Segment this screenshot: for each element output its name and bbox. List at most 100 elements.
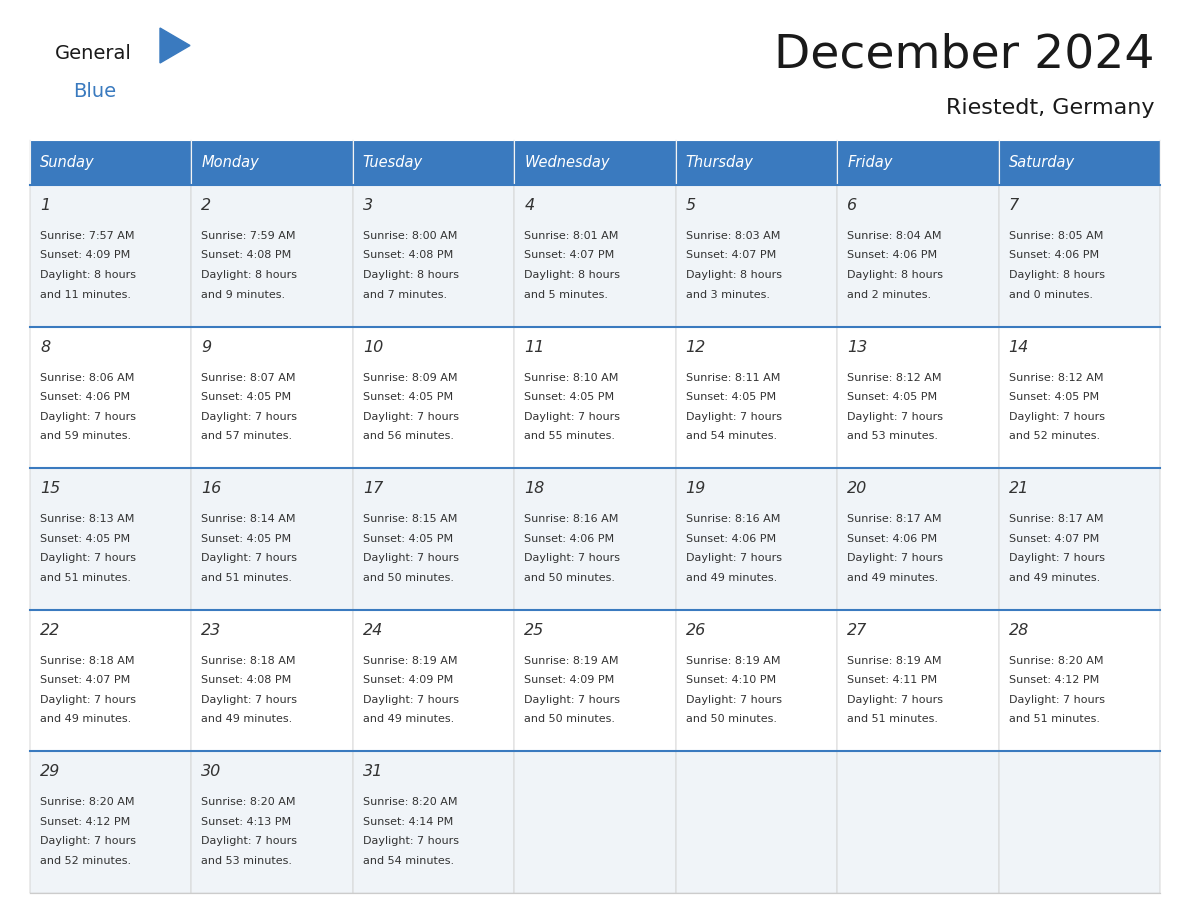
Text: Sunset: 4:05 PM: Sunset: 4:05 PM — [202, 533, 291, 543]
Text: 6: 6 — [847, 198, 858, 213]
Text: Daylight: 7 hours: Daylight: 7 hours — [685, 695, 782, 705]
Text: Sunrise: 7:59 AM: Sunrise: 7:59 AM — [202, 231, 296, 241]
FancyBboxPatch shape — [999, 327, 1159, 468]
FancyBboxPatch shape — [999, 610, 1159, 752]
Text: Daylight: 7 hours: Daylight: 7 hours — [685, 411, 782, 421]
Polygon shape — [160, 28, 190, 63]
Text: 26: 26 — [685, 622, 706, 638]
Text: Sunrise: 8:00 AM: Sunrise: 8:00 AM — [362, 231, 457, 241]
Text: Sunrise: 7:57 AM: Sunrise: 7:57 AM — [40, 231, 134, 241]
Text: and 11 minutes.: and 11 minutes. — [40, 289, 131, 299]
FancyBboxPatch shape — [838, 752, 999, 893]
Text: and 51 minutes.: and 51 minutes. — [40, 573, 131, 583]
Text: and 50 minutes.: and 50 minutes. — [685, 714, 777, 724]
FancyBboxPatch shape — [353, 185, 514, 327]
Text: 5: 5 — [685, 198, 696, 213]
Text: Sunset: 4:07 PM: Sunset: 4:07 PM — [685, 251, 776, 261]
Text: Daylight: 7 hours: Daylight: 7 hours — [524, 695, 620, 705]
Text: Sunrise: 8:04 AM: Sunrise: 8:04 AM — [847, 231, 942, 241]
FancyBboxPatch shape — [30, 610, 191, 752]
Text: 19: 19 — [685, 481, 706, 497]
Text: Sunset: 4:12 PM: Sunset: 4:12 PM — [40, 817, 131, 827]
Text: and 50 minutes.: and 50 minutes. — [362, 573, 454, 583]
Text: Friday: Friday — [847, 155, 892, 170]
FancyBboxPatch shape — [676, 327, 838, 468]
Text: Daylight: 7 hours: Daylight: 7 hours — [202, 695, 297, 705]
FancyBboxPatch shape — [353, 140, 514, 185]
Text: Tuesday: Tuesday — [362, 155, 423, 170]
Text: 27: 27 — [847, 622, 867, 638]
Text: Sunrise: 8:14 AM: Sunrise: 8:14 AM — [202, 514, 296, 524]
Text: Sunset: 4:05 PM: Sunset: 4:05 PM — [685, 392, 776, 402]
FancyBboxPatch shape — [676, 610, 838, 752]
Text: Daylight: 7 hours: Daylight: 7 hours — [362, 554, 459, 564]
Text: Daylight: 7 hours: Daylight: 7 hours — [1009, 554, 1105, 564]
Text: and 57 minutes.: and 57 minutes. — [202, 431, 292, 442]
Text: 31: 31 — [362, 765, 383, 779]
Text: Sunset: 4:05 PM: Sunset: 4:05 PM — [202, 392, 291, 402]
Text: 15: 15 — [40, 481, 61, 497]
FancyBboxPatch shape — [514, 752, 676, 893]
Text: Sunrise: 8:13 AM: Sunrise: 8:13 AM — [40, 514, 134, 524]
Text: 25: 25 — [524, 622, 544, 638]
FancyBboxPatch shape — [191, 185, 353, 327]
Text: Sunrise: 8:12 AM: Sunrise: 8:12 AM — [1009, 373, 1104, 383]
Text: Thursday: Thursday — [685, 155, 753, 170]
Text: 7: 7 — [1009, 198, 1018, 213]
FancyBboxPatch shape — [514, 468, 676, 610]
Text: Sunrise: 8:15 AM: Sunrise: 8:15 AM — [362, 514, 457, 524]
FancyBboxPatch shape — [30, 140, 191, 185]
FancyBboxPatch shape — [838, 327, 999, 468]
Text: 1: 1 — [40, 198, 50, 213]
Text: Daylight: 7 hours: Daylight: 7 hours — [524, 411, 620, 421]
Text: Sunset: 4:09 PM: Sunset: 4:09 PM — [362, 676, 453, 686]
Text: Daylight: 7 hours: Daylight: 7 hours — [1009, 411, 1105, 421]
Text: and 0 minutes.: and 0 minutes. — [1009, 289, 1093, 299]
Text: Sunrise: 8:18 AM: Sunrise: 8:18 AM — [202, 655, 296, 666]
Text: Sunday: Sunday — [40, 155, 95, 170]
Text: 4: 4 — [524, 198, 535, 213]
FancyBboxPatch shape — [838, 140, 999, 185]
Text: Sunset: 4:06 PM: Sunset: 4:06 PM — [1009, 251, 1099, 261]
Text: Sunrise: 8:19 AM: Sunrise: 8:19 AM — [847, 655, 942, 666]
Text: 2: 2 — [202, 198, 211, 213]
Text: Sunset: 4:06 PM: Sunset: 4:06 PM — [40, 392, 131, 402]
Text: Daylight: 7 hours: Daylight: 7 hours — [362, 411, 459, 421]
Text: Sunrise: 8:20 AM: Sunrise: 8:20 AM — [40, 798, 134, 808]
Text: and 55 minutes.: and 55 minutes. — [524, 431, 615, 442]
Text: 22: 22 — [40, 622, 61, 638]
Text: Sunrise: 8:17 AM: Sunrise: 8:17 AM — [1009, 514, 1104, 524]
FancyBboxPatch shape — [353, 327, 514, 468]
Text: Sunrise: 8:19 AM: Sunrise: 8:19 AM — [362, 655, 457, 666]
Text: and 54 minutes.: and 54 minutes. — [685, 431, 777, 442]
FancyBboxPatch shape — [30, 327, 191, 468]
Text: Daylight: 7 hours: Daylight: 7 hours — [847, 695, 943, 705]
FancyBboxPatch shape — [838, 468, 999, 610]
Text: Daylight: 7 hours: Daylight: 7 hours — [202, 554, 297, 564]
Text: 9: 9 — [202, 340, 211, 354]
Text: and 51 minutes.: and 51 minutes. — [847, 714, 939, 724]
Text: Daylight: 7 hours: Daylight: 7 hours — [524, 554, 620, 564]
Text: and 49 minutes.: and 49 minutes. — [40, 714, 131, 724]
Text: Sunset: 4:12 PM: Sunset: 4:12 PM — [1009, 676, 1099, 686]
FancyBboxPatch shape — [999, 185, 1159, 327]
Text: 10: 10 — [362, 340, 383, 354]
Text: and 5 minutes.: and 5 minutes. — [524, 289, 608, 299]
Text: Wednesday: Wednesday — [524, 155, 609, 170]
Text: Sunset: 4:05 PM: Sunset: 4:05 PM — [1009, 392, 1099, 402]
FancyBboxPatch shape — [676, 468, 838, 610]
Text: Daylight: 8 hours: Daylight: 8 hours — [524, 270, 620, 280]
FancyBboxPatch shape — [514, 327, 676, 468]
Text: and 51 minutes.: and 51 minutes. — [1009, 714, 1100, 724]
Text: and 7 minutes.: and 7 minutes. — [362, 289, 447, 299]
FancyBboxPatch shape — [353, 752, 514, 893]
Text: Sunrise: 8:05 AM: Sunrise: 8:05 AM — [1009, 231, 1102, 241]
Text: Sunset: 4:06 PM: Sunset: 4:06 PM — [847, 533, 937, 543]
Text: and 53 minutes.: and 53 minutes. — [847, 431, 939, 442]
Text: and 53 minutes.: and 53 minutes. — [202, 856, 292, 866]
Text: Riestedt, Germany: Riestedt, Germany — [947, 98, 1155, 118]
Text: and 54 minutes.: and 54 minutes. — [362, 856, 454, 866]
Text: and 50 minutes.: and 50 minutes. — [524, 573, 615, 583]
FancyBboxPatch shape — [676, 185, 838, 327]
Text: Daylight: 8 hours: Daylight: 8 hours — [40, 270, 135, 280]
